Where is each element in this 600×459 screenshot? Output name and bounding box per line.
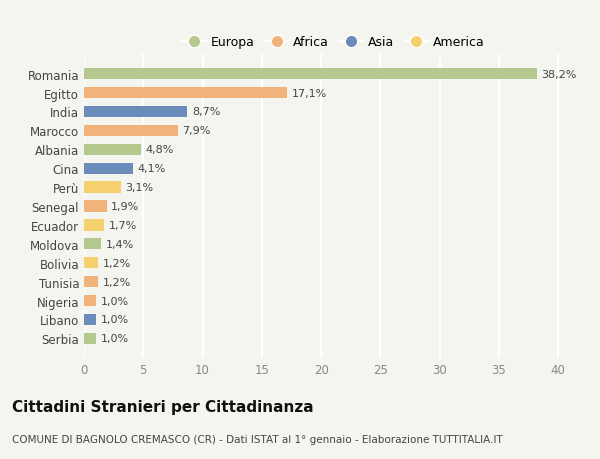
Legend: Europa, Africa, Asia, America: Europa, Africa, Asia, America <box>176 31 490 54</box>
Bar <box>84 125 178 137</box>
Bar <box>84 201 107 212</box>
Text: 3,1%: 3,1% <box>125 183 154 193</box>
Bar <box>84 88 287 99</box>
Text: 1,2%: 1,2% <box>103 277 131 287</box>
Text: Cittadini Stranieri per Cittadinanza: Cittadini Stranieri per Cittadinanza <box>12 399 314 414</box>
Bar <box>84 333 96 344</box>
Bar <box>84 182 121 193</box>
Text: 1,2%: 1,2% <box>103 258 131 268</box>
Bar <box>84 163 133 174</box>
Bar <box>84 106 187 118</box>
Text: 38,2%: 38,2% <box>542 69 577 79</box>
Text: 1,0%: 1,0% <box>101 334 129 344</box>
Bar <box>84 144 141 156</box>
Text: 4,1%: 4,1% <box>137 164 166 174</box>
Text: 1,7%: 1,7% <box>109 220 137 230</box>
Text: 1,0%: 1,0% <box>101 296 129 306</box>
Text: COMUNE DI BAGNOLO CREMASCO (CR) - Dati ISTAT al 1° gennaio - Elaborazione TUTTIT: COMUNE DI BAGNOLO CREMASCO (CR) - Dati I… <box>12 434 503 444</box>
Bar <box>84 257 98 269</box>
Text: 1,0%: 1,0% <box>101 315 129 325</box>
Bar <box>84 314 96 325</box>
Text: 1,4%: 1,4% <box>106 239 134 249</box>
Bar <box>84 220 104 231</box>
Bar <box>84 239 101 250</box>
Bar <box>84 276 98 288</box>
Bar <box>84 69 537 80</box>
Text: 7,9%: 7,9% <box>182 126 211 136</box>
Text: 1,9%: 1,9% <box>111 202 140 212</box>
Text: 17,1%: 17,1% <box>292 89 327 98</box>
Text: 4,8%: 4,8% <box>146 145 174 155</box>
Bar <box>84 295 96 307</box>
Text: 8,7%: 8,7% <box>192 107 220 117</box>
